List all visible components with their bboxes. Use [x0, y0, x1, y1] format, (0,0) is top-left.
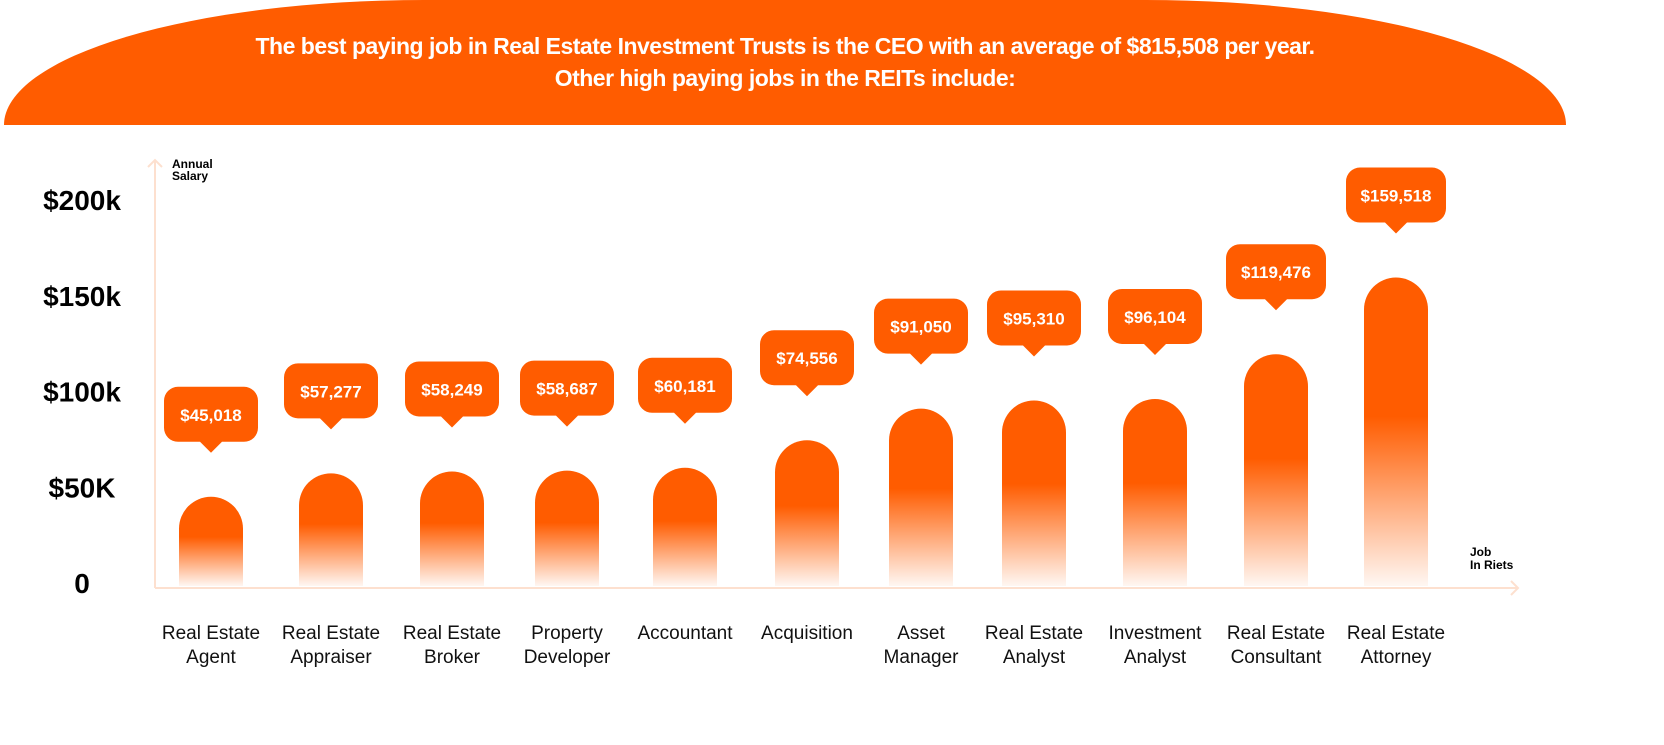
x-axis-arrow-icon: [1510, 580, 1520, 596]
category-label: Consultant: [1231, 647, 1323, 668]
data-label: $96,104: [1124, 308, 1186, 327]
category-label: Analyst: [1124, 647, 1187, 668]
category-label: Real Estate: [1347, 623, 1445, 644]
value-callout: [760, 330, 854, 397]
bar: [1123, 398, 1187, 586]
value-callout: [987, 290, 1081, 357]
bar: [889, 408, 953, 586]
data-label: $95,310: [1003, 309, 1064, 328]
y-tick-label: $100k: [43, 377, 121, 408]
value-callout: [164, 386, 258, 453]
bar: [1244, 354, 1308, 586]
data-label: $57,277: [300, 382, 361, 401]
value-callout: [520, 360, 614, 427]
value-callout: [284, 363, 378, 430]
x-axis-label: Job: [1470, 545, 1491, 559]
category-label: Real Estate: [162, 623, 260, 644]
value-callout: [638, 357, 732, 424]
y-tick-label: $200k: [43, 185, 121, 216]
data-label: $119,476: [1241, 263, 1311, 282]
category-label: Investment: [1109, 623, 1203, 644]
y-tick-label: 0: [74, 568, 90, 599]
category-label: Property: [531, 623, 603, 644]
header-banner: The best paying job in Real Estate Inves…: [4, 0, 1566, 125]
category-label: Asset: [897, 623, 945, 644]
value-callout: [405, 361, 499, 428]
category-label: Real Estate: [1227, 623, 1325, 644]
value-callout: [1346, 167, 1446, 234]
bar: [535, 470, 599, 586]
y-tick-label: $50K: [49, 472, 116, 503]
category-label: Acquisition: [761, 623, 853, 644]
y-axis-label: Salary: [172, 169, 208, 183]
category-label: Accountant: [637, 623, 733, 644]
x-axis-label: In Riets: [1470, 558, 1514, 572]
bar: [179, 496, 243, 586]
y-axis-label: Annual: [172, 157, 213, 171]
category-label: Agent: [186, 647, 236, 668]
bar: [775, 440, 839, 586]
data-label: $45,018: [180, 406, 241, 425]
y-tick-label: $150k: [43, 281, 121, 312]
value-callout: [1226, 244, 1326, 311]
data-label: $60,181: [654, 377, 715, 396]
bar: [299, 473, 363, 586]
data-label: $74,556: [776, 349, 837, 368]
data-label: $159,518: [1361, 187, 1432, 206]
category-label: Attorney: [1361, 647, 1432, 668]
bar: [653, 467, 717, 586]
bar: [1002, 400, 1066, 586]
category-label: Broker: [424, 647, 481, 668]
category-label: Developer: [524, 647, 611, 668]
header-line-1: The best paying job in Real Estate Inves…: [255, 33, 1315, 59]
bar: [1364, 277, 1428, 586]
bar: [420, 471, 484, 586]
category-label: Real Estate: [403, 623, 501, 644]
data-label: $58,249: [421, 380, 482, 399]
value-callout: [874, 298, 968, 365]
data-label: $91,050: [890, 318, 951, 337]
category-label: Real Estate: [282, 623, 380, 644]
value-callout: [1108, 288, 1202, 355]
y-axis-arrow-icon: [147, 158, 163, 168]
category-label: Real Estate: [985, 623, 1083, 644]
category-label: Analyst: [1003, 647, 1066, 668]
data-label: $58,687: [536, 380, 597, 399]
header-line-2: Other high paying jobs in the REITs incl…: [554, 65, 1016, 91]
category-label: Manager: [884, 647, 960, 668]
category-label: Appraiser: [290, 647, 372, 668]
